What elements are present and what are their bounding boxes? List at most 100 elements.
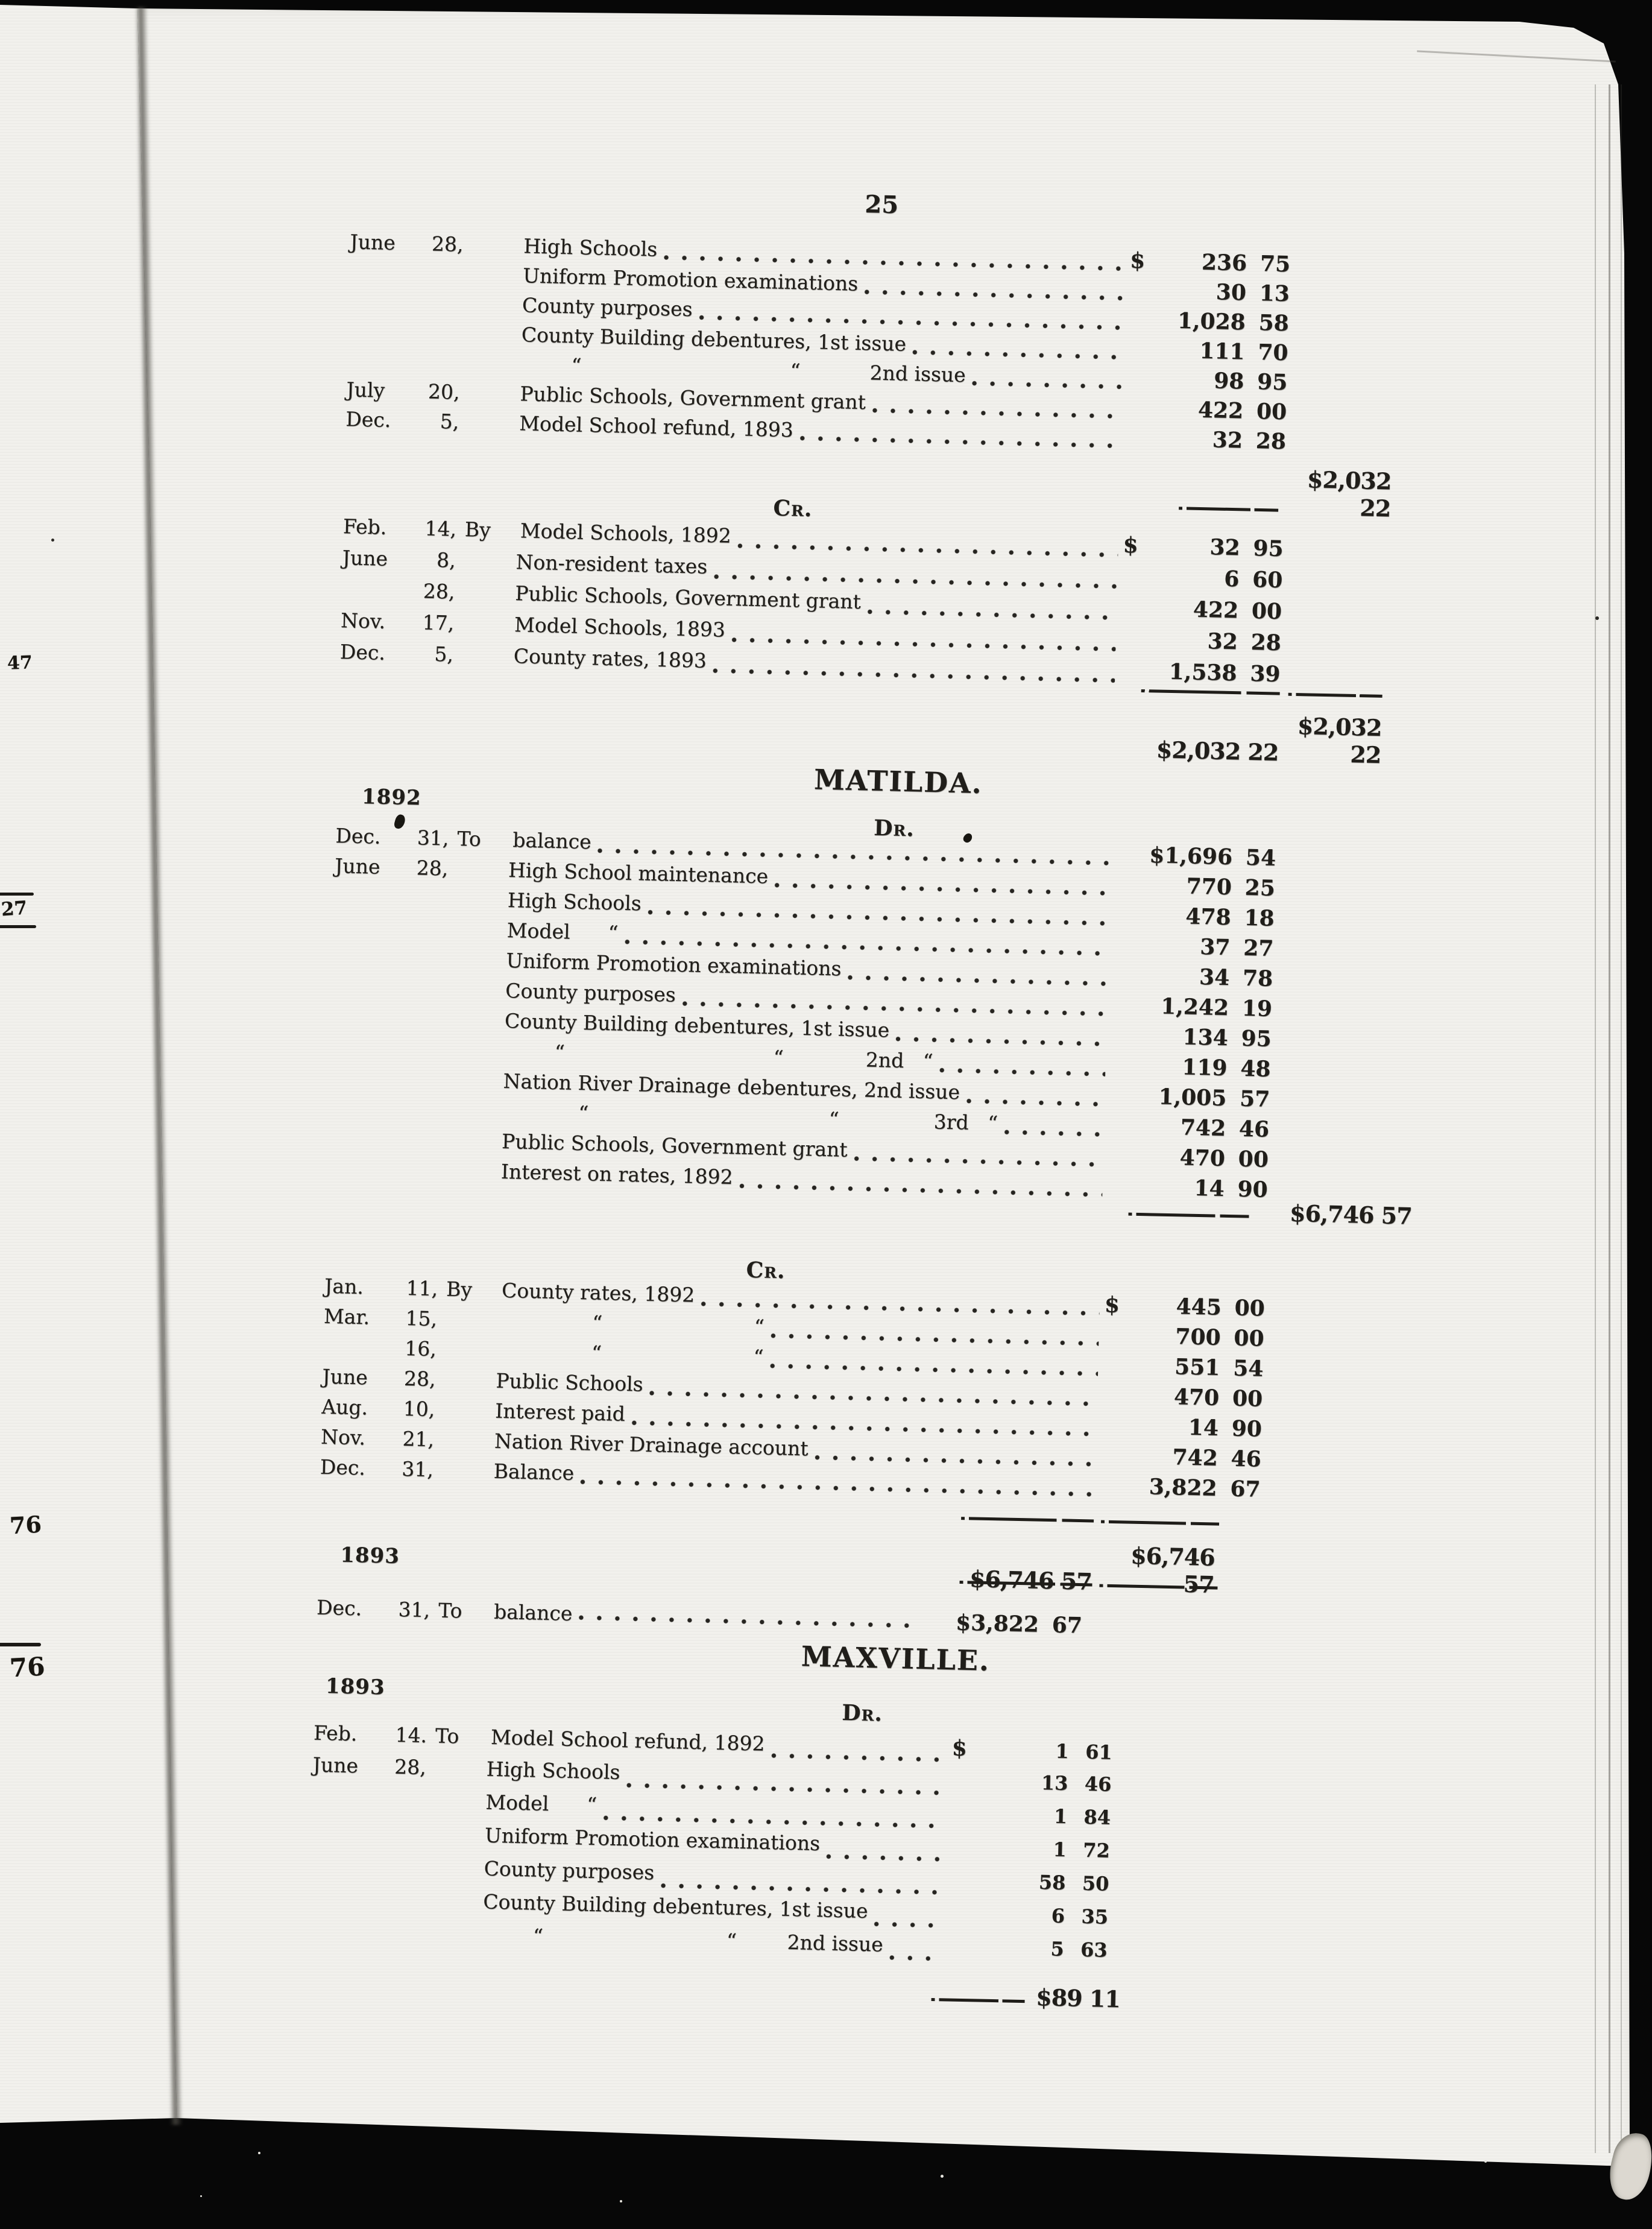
section1-cr-total-right: $2,032 22 bbox=[1297, 712, 1382, 769]
row-description: Model Schools, 1893 bbox=[514, 613, 726, 642]
row-month: Nov. bbox=[340, 609, 386, 633]
row-amount-cents: 67 bbox=[1051, 1612, 1083, 1639]
total-rule bbox=[1128, 1212, 1249, 1218]
row-day bbox=[399, 1025, 444, 1026]
row-day: 20, bbox=[427, 379, 460, 404]
row-amount-dollars: 98 bbox=[1213, 368, 1244, 394]
row-day bbox=[402, 905, 447, 906]
row-month bbox=[323, 1353, 391, 1355]
dust-speck bbox=[258, 2152, 260, 2154]
margin-rule bbox=[0, 893, 34, 896]
row-amount-cents: 72 bbox=[1082, 1838, 1111, 1862]
row-day: 14. bbox=[395, 1722, 427, 1748]
row-amount-dollars: 1,242 bbox=[1160, 993, 1229, 1021]
total-rule bbox=[1101, 1520, 1220, 1526]
dot-leader bbox=[873, 1920, 943, 1930]
row-dollar-sign bbox=[951, 1787, 977, 1788]
row-dollar-sign bbox=[922, 1629, 948, 1630]
row-day: 15, bbox=[405, 1306, 438, 1331]
row-amount-cents: 48 bbox=[1240, 1055, 1271, 1082]
row-amount-dollars: 58 bbox=[1038, 1870, 1066, 1894]
row-month bbox=[348, 337, 415, 339]
row-amount-dollars: 1 bbox=[1053, 1804, 1068, 1829]
row-description: balance bbox=[493, 1599, 573, 1625]
section2-dr-total: $6,746 57 bbox=[1289, 1199, 1413, 1230]
row-month bbox=[331, 1023, 399, 1025]
row-amount-dollars: 1 bbox=[1055, 1739, 1070, 1763]
dust-speck bbox=[1484, 2160, 1487, 2163]
row-description: County rates, 1892 bbox=[501, 1278, 695, 1307]
row-description: Balance bbox=[493, 1459, 575, 1485]
section2-cr-rows: Jan. 11, By County rates, 1892 $445 00 Mar. 15,… bbox=[115, 1268, 1524, 1513]
row-day bbox=[398, 1055, 444, 1057]
row-amount-dollars: 13 bbox=[1041, 1771, 1068, 1795]
row-prefix: To bbox=[456, 826, 482, 851]
row-amount-dollars: 1 bbox=[1053, 1838, 1067, 1862]
row-day bbox=[396, 1115, 442, 1116]
row-day bbox=[415, 339, 461, 340]
row-amount-cents: 35 bbox=[1081, 1905, 1109, 1929]
row-amount-cents: 54 bbox=[1245, 844, 1276, 871]
row-day: 10, bbox=[403, 1396, 435, 1421]
dot-leader bbox=[866, 607, 1117, 622]
dust-speck bbox=[620, 2200, 622, 2202]
row-day bbox=[400, 965, 446, 966]
row-month bbox=[348, 308, 416, 309]
row-month: Dec. bbox=[339, 639, 386, 665]
row-day: 21, bbox=[402, 1426, 435, 1452]
dot-leader bbox=[912, 348, 1123, 362]
row-month bbox=[329, 1084, 397, 1086]
row-prefix: To bbox=[438, 1598, 462, 1623]
dot-leader bbox=[770, 1751, 947, 1765]
row-dollar-sign bbox=[1111, 1042, 1137, 1043]
row-dollar-sign bbox=[1129, 297, 1156, 298]
row-month: June bbox=[334, 853, 380, 879]
row-day: 28, bbox=[431, 232, 464, 256]
row-amount-cents: 18 bbox=[1243, 905, 1275, 931]
row-dollar-sign bbox=[1127, 356, 1154, 357]
row-description: County purposes bbox=[522, 293, 693, 321]
row-month bbox=[333, 933, 401, 935]
row-amount-cents: 19 bbox=[1241, 995, 1273, 1022]
row-day: 11, bbox=[406, 1276, 438, 1301]
row-month bbox=[311, 1871, 378, 1873]
row-amount-dollars: 119 bbox=[1181, 1054, 1228, 1081]
row-day: 28, bbox=[394, 1754, 427, 1780]
section1-cr-total-left: $2,032 22 bbox=[1156, 736, 1279, 767]
dot-leader bbox=[971, 379, 1123, 391]
margin-rule bbox=[0, 1643, 41, 1646]
row-month bbox=[334, 903, 402, 905]
row-amount-dollars: $3,822 bbox=[955, 1610, 1039, 1637]
row-day bbox=[396, 1145, 441, 1146]
row-day bbox=[376, 1939, 422, 1940]
row-amount-cents: 13 bbox=[1259, 280, 1290, 307]
row-dollar-sign bbox=[1126, 445, 1152, 446]
row-month bbox=[312, 1804, 379, 1806]
row-day bbox=[397, 1086, 443, 1087]
row-month: Jan. bbox=[324, 1274, 364, 1299]
dot-leader bbox=[846, 973, 1108, 988]
row-amount-dollars: 5 bbox=[1050, 1937, 1065, 1961]
row-dollar-sign bbox=[1102, 1432, 1128, 1433]
row-amount-dollars: 742 bbox=[1172, 1444, 1219, 1471]
row-month: June bbox=[322, 1364, 368, 1390]
row-day bbox=[414, 368, 460, 370]
row-month: Feb. bbox=[342, 514, 387, 539]
dust-speck bbox=[200, 2195, 202, 2197]
row-month: June bbox=[312, 1753, 359, 1778]
row-prefix: By bbox=[446, 1277, 473, 1301]
row-description: County purposes bbox=[505, 978, 676, 1007]
row-amount-dollars: 6 bbox=[1051, 1904, 1065, 1927]
dust-speck bbox=[1595, 616, 1599, 620]
row-amount-dollars: $1,696 bbox=[1149, 842, 1233, 870]
row-description: High Schools bbox=[523, 234, 658, 261]
row-dollar-sign bbox=[1110, 1072, 1137, 1073]
row-dollar-sign bbox=[1100, 1462, 1127, 1463]
row-amount-dollars: 770 bbox=[1186, 873, 1232, 900]
section1-pair-totals: $2,032 22 $2,032 22 bbox=[133, 684, 1539, 773]
row-amount-dollars: 3,822 bbox=[1149, 1474, 1217, 1501]
dot-leader bbox=[863, 288, 1124, 303]
row-amount-cents: 50 bbox=[1082, 1871, 1109, 1895]
row-amount-dollars: 700 bbox=[1174, 1324, 1222, 1351]
